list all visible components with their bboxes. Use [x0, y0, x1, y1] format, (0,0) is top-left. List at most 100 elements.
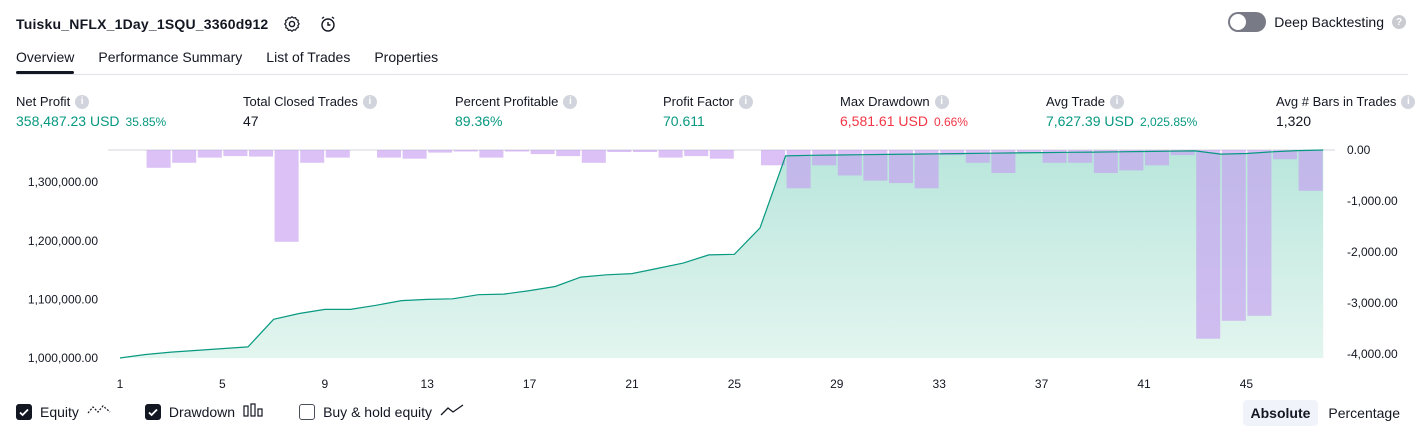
drawdown-bar	[1170, 150, 1195, 156]
deep-backtesting-label: Deep Backtesting	[1274, 14, 1384, 30]
metrics-row: Net Profit i 358,487.23 USD 35.85% Total C…	[16, 94, 1416, 134]
drawdown-bar	[197, 150, 222, 158]
drawdown-bar	[556, 150, 581, 157]
tab-list-of-trades[interactable]: List of Trades	[266, 49, 351, 65]
metric-value: 89.36%	[455, 113, 503, 129]
add-alert-clock-icon[interactable]	[316, 12, 340, 36]
info-icon[interactable]: i	[362, 94, 377, 109]
drawdown-bar	[709, 150, 734, 159]
scale-mode-switch: Absolute Percentage	[1242, 400, 1409, 426]
deep-backtesting-toggle[interactable]	[1228, 12, 1267, 32]
drawdown-bar	[1068, 150, 1093, 163]
info-icon[interactable]: i	[1110, 94, 1125, 109]
equity-line	[119, 149, 1324, 359]
mode-percentage[interactable]: Percentage	[1328, 405, 1400, 421]
metric-avg-trade: Avg Trade i 7,627.39 USD 2,025.85%	[1046, 94, 1197, 129]
legend-label: Equity	[40, 403, 79, 420]
info-icon[interactable]: i	[75, 94, 90, 109]
metric-label: Avg Trade	[1046, 94, 1106, 109]
drawdown-bar	[965, 150, 990, 163]
legend-equity[interactable]: Equity	[16, 403, 111, 420]
drawdown-bar	[1221, 150, 1246, 321]
drawdown-bar	[837, 150, 862, 176]
deep-backtesting-control: Deep Backtesting ?	[1228, 12, 1406, 32]
x-tick-label: 5	[219, 377, 226, 391]
drawdown-bar	[761, 150, 785, 166]
settings-gear-icon[interactable]	[280, 12, 304, 36]
metric-label: Profit Factor	[663, 94, 734, 109]
metric-value: 7,627.39 USD	[1046, 113, 1134, 129]
y-right-tick-label: -2,000.00	[1347, 245, 1398, 259]
tab-performance-summary[interactable]: Performance Summary	[98, 49, 243, 65]
x-tick-label: 9	[321, 377, 328, 391]
drawdown-bar	[1273, 150, 1297, 160]
x-tick-label: 33	[933, 377, 947, 391]
x-tick-label: 1	[117, 377, 124, 391]
drawdown-bar	[889, 150, 913, 184]
legend-label: Buy & hold equity	[323, 403, 433, 420]
x-tick-label: 29	[830, 377, 844, 391]
metric-secondary: 2,025.85%	[1139, 115, 1198, 129]
help-question-icon[interactable]: ?	[1392, 15, 1406, 29]
drawdown-bar	[581, 150, 606, 163]
x-tick-label: 45	[1240, 377, 1254, 391]
metric-value: 1,320	[1276, 113, 1312, 129]
drawdown-bar	[1145, 150, 1169, 166]
drawdown-bar	[1042, 150, 1067, 163]
buy-hold-checkbox[interactable]	[299, 403, 316, 420]
metric-value: 358,487.23 USD	[16, 113, 120, 129]
metric-max-drawdown: Max Drawdown i 6,581.61 USD 0.66%	[840, 94, 968, 129]
metric-percent-profitable: Percent Profitable i 89.36%	[455, 94, 578, 129]
legend-buy-hold-equity[interactable]: Buy & hold equity	[299, 403, 464, 420]
metric-label: Max Drawdown	[840, 94, 930, 109]
y-left-tick-label: 1,000,000.00	[28, 351, 98, 365]
legend-label: Drawdown	[168, 403, 236, 420]
metric-label: Avg # Bars in Trades	[1276, 94, 1397, 109]
drawdown-bar	[172, 150, 197, 163]
drawdown-bar	[940, 150, 965, 156]
metric-avg-bars-in-trades: Avg # Bars in Trades i 1,320	[1276, 94, 1416, 129]
drawdown-bar	[607, 150, 632, 152]
drawdown-checkbox[interactable]	[144, 403, 161, 420]
drawdown-bar	[300, 150, 325, 163]
info-icon[interactable]: i	[1401, 94, 1416, 109]
metric-label: Percent Profitable	[455, 94, 559, 109]
equity-wave-icon	[87, 403, 111, 420]
drawdown-bar	[684, 150, 709, 157]
y-right-tick-label: 0.00	[1347, 143, 1371, 157]
equity-checkbox[interactable]	[16, 403, 32, 420]
drawdown-bar	[249, 150, 273, 157]
drawdown-bar	[325, 150, 350, 158]
info-icon[interactable]: i	[934, 94, 949, 109]
tab-overview[interactable]: Overview	[16, 46, 75, 74]
metric-value: 6,581.61 USD	[840, 113, 928, 129]
drawdown-bar	[402, 150, 427, 159]
drawdown-bar	[1017, 150, 1041, 153]
drawdown-bar	[1119, 150, 1144, 171]
drawdown-bar	[991, 150, 1016, 173]
y-right-tick-label: -1,000.00	[1347, 194, 1398, 208]
x-tick-label: 13	[421, 377, 435, 391]
drawdown-bar	[505, 150, 529, 152]
x-tick-label: 21	[625, 377, 639, 391]
mode-absolute[interactable]: Absolute	[1242, 400, 1319, 426]
metric-secondary: 0.66%	[933, 115, 968, 129]
drawdown-bar	[1247, 150, 1272, 316]
chart-legend: Equity Drawdown Buy & hold equity	[16, 403, 464, 420]
drawdown-bar	[377, 150, 401, 158]
legend-drawdown[interactable]: Drawdown	[144, 403, 265, 420]
drawdown-bar	[633, 150, 657, 152]
drawdown-bar	[786, 150, 811, 189]
tab-properties[interactable]: Properties	[374, 49, 439, 65]
drawdown-bar	[223, 150, 248, 157]
drawdown-bar	[1093, 150, 1118, 173]
info-icon[interactable]: i	[563, 94, 578, 109]
equity-area	[120, 150, 1324, 358]
metric-net-profit: Net Profit i 358,487.23 USD 35.85%	[16, 94, 166, 129]
y-left-tick-label: 1,300,000.00	[28, 175, 98, 189]
equity-drawdown-chart[interactable]: 1,000,000.00 1,100,000.00 1,200,000.00 1,30…	[0, 140, 1424, 398]
drawdown-bars-icon	[243, 403, 265, 420]
metric-value: 47	[243, 113, 259, 129]
drawdown-bar	[658, 150, 683, 158]
info-icon[interactable]: i	[738, 94, 753, 109]
